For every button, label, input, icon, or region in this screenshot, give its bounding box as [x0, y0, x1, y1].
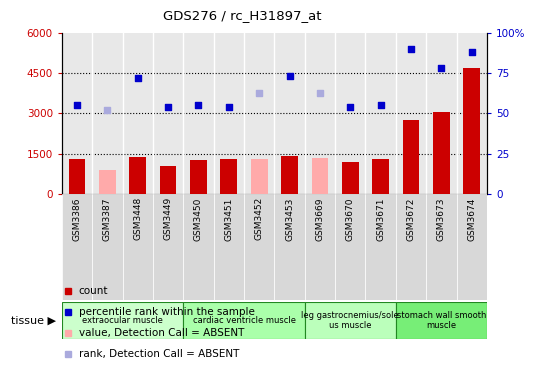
Text: GSM3448: GSM3448 — [133, 197, 142, 240]
Bar — [244, 194, 274, 300]
Bar — [365, 33, 396, 194]
Bar — [463, 68, 480, 194]
Bar — [396, 302, 487, 339]
Bar — [99, 170, 116, 194]
Bar — [190, 160, 207, 194]
Text: leg gastrocnemius/sole
us muscle: leg gastrocnemius/sole us muscle — [301, 310, 399, 330]
Point — [407, 46, 415, 52]
Text: value, Detection Call = ABSENT: value, Detection Call = ABSENT — [79, 328, 244, 338]
Bar — [130, 157, 146, 194]
Point — [255, 90, 264, 96]
Point — [103, 107, 112, 113]
Bar — [62, 33, 92, 194]
Bar — [221, 158, 237, 194]
Text: count: count — [79, 287, 108, 296]
Bar — [396, 33, 426, 194]
Bar — [62, 194, 92, 300]
Bar — [342, 162, 359, 194]
Text: GSM3673: GSM3673 — [437, 197, 446, 241]
Bar — [335, 194, 365, 300]
Text: GSM3674: GSM3674 — [467, 197, 476, 240]
Bar — [281, 156, 298, 194]
Point — [224, 104, 233, 110]
Bar — [274, 194, 305, 300]
Bar — [153, 194, 183, 300]
Bar — [183, 33, 214, 194]
Bar — [402, 120, 419, 194]
Point — [73, 102, 81, 108]
Bar — [335, 33, 365, 194]
Bar — [305, 194, 335, 300]
Text: GSM3449: GSM3449 — [164, 197, 173, 240]
Bar — [457, 194, 487, 300]
Bar — [305, 302, 396, 339]
Point — [376, 102, 385, 108]
Text: GSM3451: GSM3451 — [224, 197, 233, 240]
Text: GSM3387: GSM3387 — [103, 197, 112, 241]
Text: stomach wall smooth
muscle: stomach wall smooth muscle — [397, 310, 486, 330]
Text: GSM3670: GSM3670 — [346, 197, 355, 241]
Point — [285, 74, 294, 79]
Text: GSM3386: GSM3386 — [73, 197, 82, 241]
Text: GSM3452: GSM3452 — [254, 197, 264, 240]
Point — [346, 104, 355, 110]
Bar — [92, 33, 123, 194]
Point — [437, 66, 445, 71]
Text: GSM3669: GSM3669 — [315, 197, 324, 241]
Text: rank, Detection Call = ABSENT: rank, Detection Call = ABSENT — [79, 349, 239, 359]
Text: cardiac ventricle muscle: cardiac ventricle muscle — [193, 316, 295, 325]
Bar — [365, 194, 396, 300]
Text: GSM3672: GSM3672 — [407, 197, 415, 240]
Text: extraocular muscle: extraocular muscle — [82, 316, 163, 325]
Bar — [62, 302, 183, 339]
Text: GSM3671: GSM3671 — [376, 197, 385, 241]
Text: tissue ▶: tissue ▶ — [11, 315, 56, 325]
Point — [164, 104, 172, 110]
Bar — [153, 33, 183, 194]
Bar — [433, 112, 450, 194]
Bar — [251, 158, 267, 194]
Bar — [396, 194, 426, 300]
Text: GSM3450: GSM3450 — [194, 197, 203, 240]
Bar — [426, 194, 457, 300]
Text: percentile rank within the sample: percentile rank within the sample — [79, 307, 255, 317]
Bar — [305, 33, 335, 194]
Bar — [92, 194, 123, 300]
Point — [194, 102, 203, 108]
Point — [468, 49, 476, 55]
Bar — [123, 194, 153, 300]
Bar — [183, 302, 305, 339]
Text: GDS276 / rc_H31897_at: GDS276 / rc_H31897_at — [163, 9, 321, 22]
Bar — [214, 33, 244, 194]
Bar — [457, 33, 487, 194]
Bar — [426, 33, 457, 194]
Point — [316, 90, 324, 96]
Bar — [69, 159, 86, 194]
Bar — [274, 33, 305, 194]
Bar — [372, 158, 389, 194]
Bar — [123, 33, 153, 194]
Text: GSM3453: GSM3453 — [285, 197, 294, 240]
Point — [133, 75, 142, 81]
Bar — [160, 166, 176, 194]
Bar — [312, 158, 328, 194]
Bar — [244, 33, 274, 194]
Bar — [214, 194, 244, 300]
Bar — [183, 194, 214, 300]
